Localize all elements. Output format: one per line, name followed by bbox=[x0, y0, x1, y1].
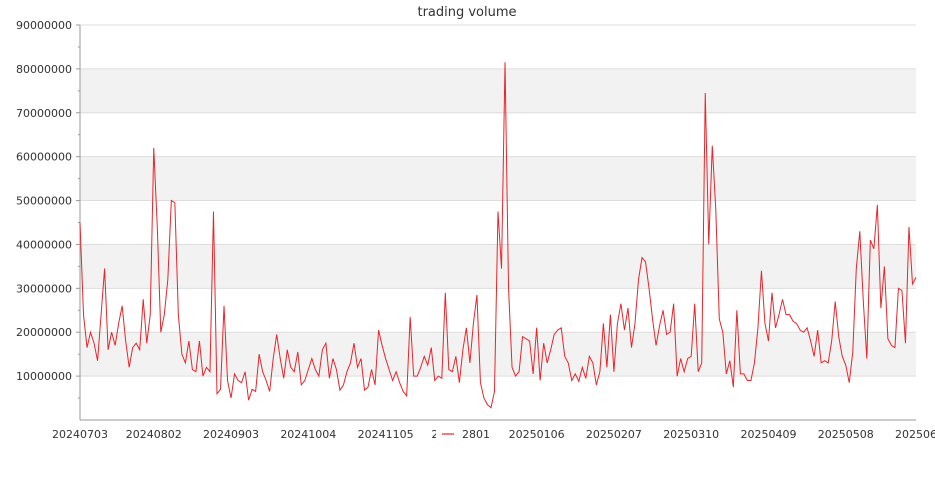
background-bands bbox=[80, 68, 916, 377]
series-line-2801 bbox=[79, 62, 917, 409]
background-band bbox=[80, 244, 916, 289]
legend-label: 2801 bbox=[462, 428, 490, 441]
y-tick-label: 10000000 bbox=[16, 370, 72, 383]
y-tick-label: 70000000 bbox=[16, 107, 72, 120]
x-tick-label: 20250207 bbox=[586, 428, 642, 441]
y-tick-label: 40000000 bbox=[16, 238, 72, 251]
x-tick-label: 20240802 bbox=[126, 428, 182, 441]
x-tick-label: 20241004 bbox=[280, 428, 336, 441]
legend-background bbox=[436, 426, 498, 441]
legend: 2801 bbox=[436, 426, 498, 441]
x-tick-label: 20250409 bbox=[740, 428, 796, 441]
y-tick-label: 20000000 bbox=[16, 326, 72, 339]
y-tick-label: 30000000 bbox=[16, 282, 72, 295]
x-tick-label: 20250106 bbox=[509, 428, 565, 441]
x-tick-label: 20240703 bbox=[52, 428, 108, 441]
y-tick-label: 60000000 bbox=[16, 151, 72, 164]
x-tick-label: 20240903 bbox=[203, 428, 259, 441]
x-tick-label: 20250606 bbox=[895, 428, 935, 441]
x-tick-label: 20250508 bbox=[818, 428, 874, 441]
y-tick-label: 90000000 bbox=[16, 19, 72, 32]
y-tick-label: 50000000 bbox=[16, 195, 72, 208]
x-tick-label: 20241105 bbox=[358, 428, 414, 441]
y-tick-label: 80000000 bbox=[16, 63, 72, 76]
background-band bbox=[80, 68, 916, 113]
background-band bbox=[80, 156, 916, 201]
background-band bbox=[80, 332, 916, 377]
series-layer bbox=[79, 62, 917, 409]
chart-title: trading volume bbox=[417, 5, 516, 20]
x-tick-label: 20250310 bbox=[663, 428, 719, 441]
gridlines bbox=[80, 24, 916, 377]
y-axis-ticks: 10000000 20000000 30000000 40000000 50000000… bbox=[16, 19, 80, 399]
